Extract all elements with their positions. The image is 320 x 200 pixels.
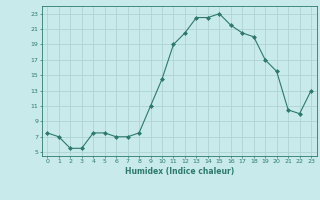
X-axis label: Humidex (Indice chaleur): Humidex (Indice chaleur) (124, 167, 234, 176)
